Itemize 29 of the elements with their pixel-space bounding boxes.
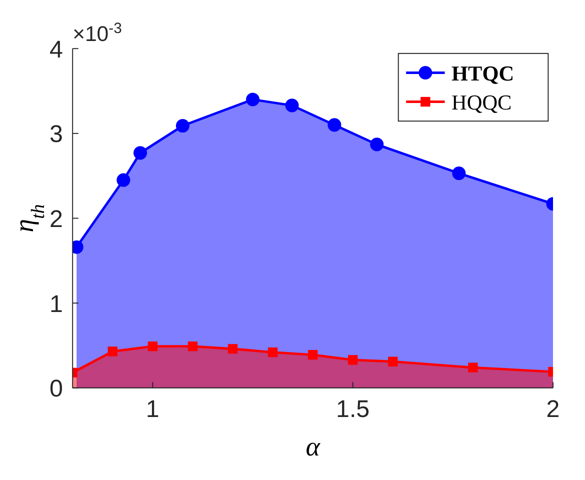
point <box>348 355 358 365</box>
point <box>228 344 238 354</box>
point <box>176 119 190 133</box>
y-tick-label: 4 <box>49 36 63 64</box>
point <box>370 138 384 152</box>
point <box>268 347 278 358</box>
legend-label: HQQC <box>452 90 512 114</box>
y-tick-label: 3 <box>49 121 63 148</box>
point <box>188 342 198 352</box>
point <box>246 92 260 106</box>
point <box>148 342 158 352</box>
legend-label: HTQC <box>452 62 514 86</box>
point <box>468 362 478 372</box>
x-axis-title: α <box>306 432 321 462</box>
y-tick-label: 2 <box>49 206 63 233</box>
point <box>133 146 148 160</box>
point <box>308 350 318 360</box>
text: ×10$^{-3}$ <box>72 20 122 46</box>
point <box>285 98 299 112</box>
point <box>452 166 466 180</box>
point <box>116 173 130 187</box>
x-tick-label: 2 <box>546 396 560 423</box>
point <box>388 356 398 366</box>
point <box>328 118 342 132</box>
point <box>108 346 118 356</box>
y-tick-label: 0 <box>49 376 63 403</box>
x-tick-label: 1 <box>146 396 160 423</box>
x-tick-label: 1.5 <box>336 396 370 423</box>
y-tick-label: 1 <box>49 290 63 318</box>
